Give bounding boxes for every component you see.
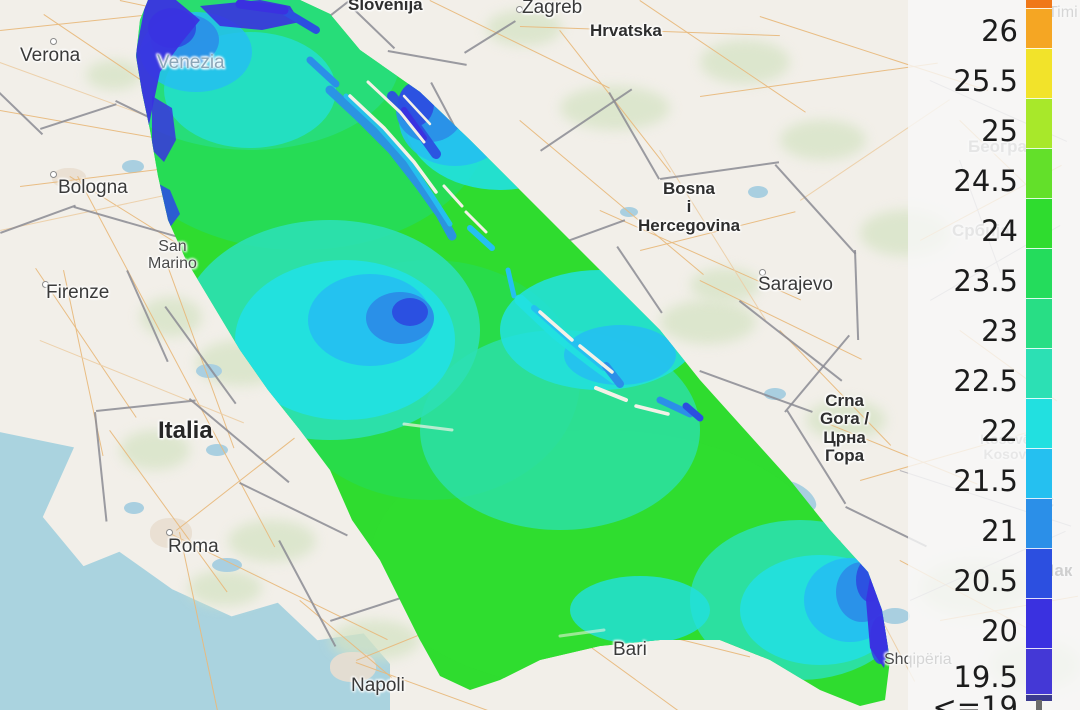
legend-tick-labels: 26 25.5 25 24.5 24 23.5 23 22.5 22 21.5 21 20.5 20 19…	[908, 0, 1026, 710]
legend-label-23: 23	[981, 314, 1018, 348]
legend-label-19: <=19	[932, 690, 1019, 710]
colorbar-swatch-19-5[interactable]	[1026, 648, 1052, 695]
city-dot-sarajevo	[759, 269, 766, 276]
colorbar-swatch-25[interactable]	[1026, 98, 1052, 149]
city-dot-bologna	[50, 171, 57, 178]
island-channels	[235, 0, 704, 638]
vegetation-patch	[700, 40, 790, 84]
legend-label-24-5: 24.5	[953, 164, 1018, 198]
colorbar-swatch-23-5[interactable]	[1026, 248, 1052, 299]
city-dot-firenze	[42, 281, 49, 288]
legend-label-22-5: 22.5	[953, 364, 1018, 398]
lake	[122, 160, 144, 173]
colorbar-swatch-20[interactable]	[1026, 598, 1052, 649]
urban-area-bologna	[52, 168, 86, 188]
legend-label-23-5: 23.5	[953, 264, 1018, 298]
legend-label-25-5: 25.5	[953, 64, 1018, 98]
legend-label-21-5: 21.5	[953, 464, 1018, 498]
colorbar-swatch-20-5[interactable]	[1026, 548, 1052, 599]
lake	[124, 502, 144, 514]
city-dot-zagreb	[516, 6, 523, 13]
legend-label-20: 20	[981, 614, 1018, 648]
city-dot-roma	[166, 529, 173, 536]
legend-label-20-5: 20.5	[953, 564, 1018, 598]
colorbar-swatch-22[interactable]	[1026, 398, 1052, 449]
vegetation-patch	[806, 400, 886, 440]
colorbar-top-cap	[1026, 0, 1052, 8]
legend-label-25: 25	[981, 114, 1018, 148]
legend-label-19-5: 19.5	[953, 660, 1018, 694]
colorbar-swatch-23[interactable]	[1026, 298, 1052, 349]
colorbar-swatch-24[interactable]	[1026, 198, 1052, 249]
vegetation-patch	[780, 120, 866, 160]
colorbar-swatch-24-5[interactable]	[1026, 148, 1052, 199]
lake	[880, 608, 910, 624]
colorbar-swatch-19[interactable]	[1026, 694, 1052, 701]
colorbar-swatch-26[interactable]	[1026, 8, 1052, 49]
legend-label-26: 26	[981, 14, 1018, 48]
lake	[748, 186, 768, 198]
legend-panel[interactable]: 26 25.5 25 24.5 24 23.5 23 22.5 22 21.5 21 20.5 20 19…	[908, 0, 1080, 710]
colorbar-swatch-21-5[interactable]	[1026, 448, 1052, 499]
lake	[212, 558, 242, 572]
colorbar-bottom-tail	[1036, 700, 1042, 710]
legend-label-21: 21	[981, 514, 1018, 548]
colorbar-swatch-21[interactable]	[1026, 498, 1052, 549]
legend-label-22: 22	[981, 414, 1018, 448]
colorbar-swatch-25-5[interactable]	[1026, 48, 1052, 99]
colorbar-swatches[interactable]	[1026, 0, 1052, 710]
legend-label-24: 24	[981, 214, 1018, 248]
colorbar-swatch-22-5[interactable]	[1026, 348, 1052, 399]
vegetation-patch	[660, 300, 756, 344]
city-dot-verona	[50, 38, 57, 45]
